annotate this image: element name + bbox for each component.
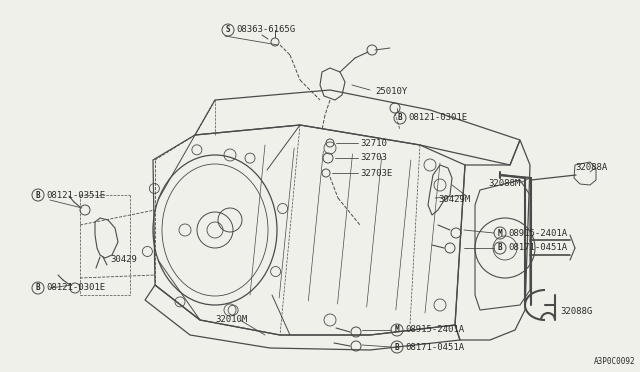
Text: M: M [498,228,502,237]
Text: 08915-2401A: 08915-2401A [508,228,567,237]
Text: B: B [498,244,502,253]
Text: 32703E: 32703E [360,169,392,177]
Text: 25010Y: 25010Y [375,87,407,96]
Text: B: B [395,343,399,352]
Text: 32088A: 32088A [575,164,607,173]
Text: 32703: 32703 [360,154,387,163]
Text: 30429: 30429 [110,256,137,264]
Text: B: B [36,283,40,292]
Text: 08171-0451A: 08171-0451A [405,343,464,352]
Text: S: S [226,26,230,35]
Text: 08121-0301E: 08121-0301E [46,283,105,292]
Text: 08121-0351E: 08121-0351E [46,190,105,199]
Text: B: B [397,113,403,122]
Text: 30429M: 30429M [438,196,470,205]
Text: 08121-0301E: 08121-0301E [408,113,467,122]
Text: A3P0C0092: A3P0C0092 [593,357,635,366]
Text: 32088M: 32088M [488,179,520,187]
Text: 08363-6165G: 08363-6165G [236,26,295,35]
Text: 32010M: 32010M [215,315,247,324]
Text: B: B [36,190,40,199]
Text: M: M [395,326,399,334]
Text: 32088G: 32088G [560,308,592,317]
Text: 08915-2401A: 08915-2401A [405,326,464,334]
Text: 32710: 32710 [360,138,387,148]
Text: 08171-0451A: 08171-0451A [508,244,567,253]
